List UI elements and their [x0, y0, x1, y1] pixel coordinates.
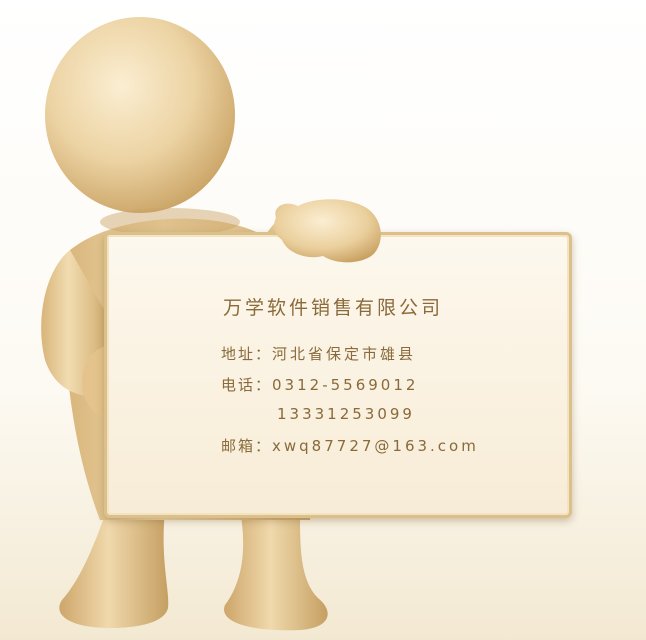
hand-icon — [274, 199, 381, 263]
email-line: 邮箱：xwq87727@163.com — [221, 435, 479, 456]
phone-line: 电话：0312-5569012 — [221, 374, 418, 395]
email-label: 邮箱： — [221, 437, 273, 455]
phone-value-1: 0312-5569012 — [272, 376, 419, 394]
email-value: xwq87727@163.com — [272, 437, 479, 455]
company-name: 万学软件销售有限公司 — [223, 297, 444, 319]
phone-line-2: 13331253099 — [221, 405, 415, 423]
business-card: 万学软件销售有限公司 地址：河北省保定市雄县 电话：0312-5569012 1… — [104, 232, 572, 518]
phone-value-2: 13331253099 — [277, 405, 415, 423]
address-line: 地址：河北省保定市雄县 — [221, 343, 416, 364]
address-label: 地址： — [221, 345, 273, 363]
phone-label: 电话： — [221, 376, 273, 394]
address-value: 河北省保定市雄县 — [272, 345, 417, 363]
